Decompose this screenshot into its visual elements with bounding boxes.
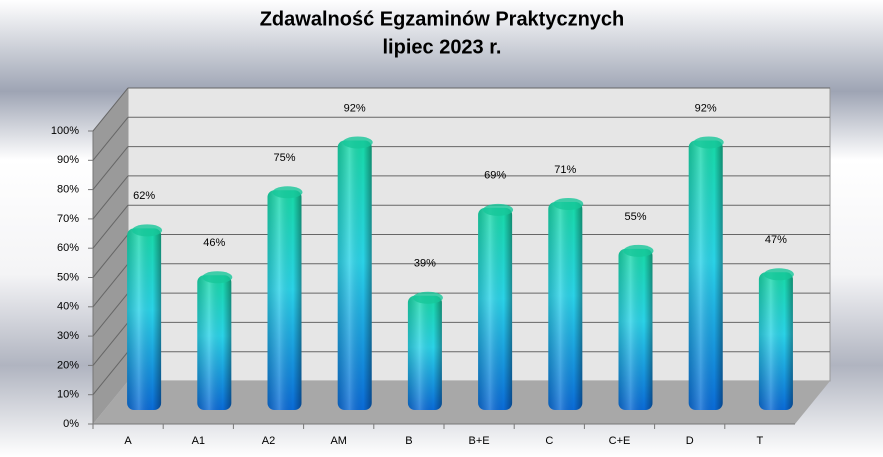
bar-cap: [132, 224, 163, 237]
x-tick-label: A: [124, 435, 132, 447]
grid-line: [92, 175, 129, 220]
bar-shade: [127, 228, 162, 410]
y-tick-label: 50%: [57, 271, 79, 283]
bar-cap: [483, 203, 514, 216]
value-label: 71%: [554, 164, 576, 176]
bar-shade: [267, 190, 302, 410]
bar-cap: [693, 136, 724, 149]
bar-shade: [618, 248, 653, 410]
grid-line: [92, 292, 129, 337]
value-label: 55%: [624, 211, 646, 223]
value-label: 92%: [695, 102, 717, 114]
value-label: 75%: [273, 152, 295, 164]
x-tick-label: T: [757, 435, 764, 447]
chart-title: Zdawalność Egzaminów Praktycznych: [260, 8, 625, 30]
grid-line: [92, 322, 129, 366]
bar-cap: [763, 268, 794, 281]
bar-cap: [553, 197, 584, 210]
bar-shade: [548, 201, 583, 410]
value-label: 62%: [133, 190, 155, 202]
grid-line: [92, 234, 129, 278]
value-label: 92%: [344, 102, 366, 114]
y-tick-label: 0%: [63, 418, 79, 430]
x-tick-label: A2: [262, 435, 275, 447]
bar-cap: [272, 186, 303, 199]
y-tick-label: 60%: [57, 242, 79, 254]
x-tick-label: A1: [192, 435, 205, 447]
y-tick-label: 90%: [57, 154, 79, 166]
y-tick-label: 80%: [57, 184, 79, 196]
bar-shade: [197, 275, 232, 410]
grid-line: [92, 204, 129, 249]
bar-cap: [342, 136, 373, 149]
y-tick-label: 20%: [57, 359, 79, 371]
value-label: 47%: [765, 234, 787, 246]
chart-subtitle: lipiec 2023 r.: [383, 36, 502, 58]
y-tick-label: 40%: [57, 301, 79, 313]
bar-cap: [412, 291, 443, 304]
grid-line: [92, 351, 129, 396]
bar-shade: [758, 272, 793, 410]
x-tick-label: D: [686, 435, 694, 447]
x-tick-label: C: [545, 435, 553, 447]
x-tick-label: C+E: [609, 435, 631, 447]
grid-line: [92, 263, 129, 308]
y-tick-label: 70%: [57, 213, 79, 225]
bar-cap: [202, 271, 233, 284]
bar-cap: [623, 244, 654, 257]
value-label: 46%: [203, 237, 225, 249]
y-tick-label: 30%: [57, 330, 79, 342]
bar-shade: [688, 140, 723, 410]
x-tick-label: B: [405, 435, 412, 447]
x-tick-label: AM: [330, 435, 347, 447]
grid-line: [92, 146, 129, 190]
bar-shade: [478, 207, 513, 410]
bar-shade: [337, 140, 372, 410]
grid-line: [92, 87, 129, 132]
x-tick-label: B+E: [469, 435, 490, 447]
bar-shade: [407, 295, 442, 410]
value-label: 69%: [484, 170, 506, 182]
y-tick-label: 100%: [51, 125, 79, 137]
y-tick-label: 10%: [57, 389, 79, 401]
value-label: 39%: [414, 258, 436, 270]
grid-line: [92, 116, 129, 161]
